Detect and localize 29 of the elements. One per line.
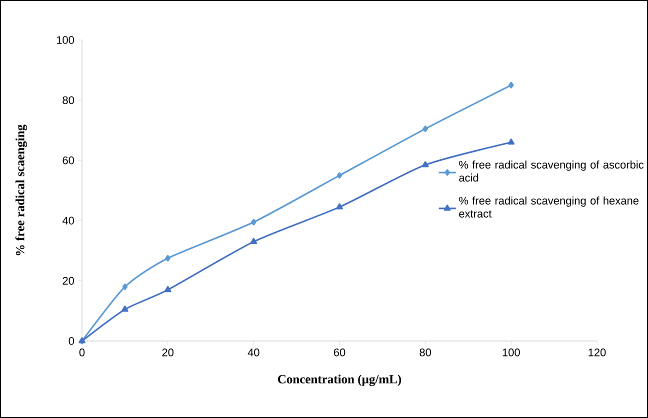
x-tick-label: 100 (502, 348, 520, 356)
x-tick-label: 60 (334, 348, 346, 356)
x-tick-label: 120 (588, 348, 606, 356)
point (250, 218, 256, 226)
y-tick-label: 60 (62, 156, 74, 164)
point (122, 284, 128, 290)
y-tick-label: 20 (62, 276, 74, 285)
point (422, 161, 429, 168)
legend-label: % free radical scavenging of hexane extract (459, 196, 639, 218)
point (508, 138, 515, 145)
legend-label: % free radical scavenging of ascorbic acid (459, 160, 644, 182)
point (122, 306, 128, 312)
x-tick-label: 40 (248, 348, 260, 356)
point (164, 286, 172, 292)
y-tick-label: 0 (68, 337, 74, 345)
y-tick-label: 80 (62, 96, 74, 104)
y-axis-title: % free radical scaenging (15, 124, 27, 256)
x-tick-label: 80 (420, 348, 432, 356)
y-tick-label: 40 (62, 216, 74, 224)
point (165, 254, 171, 262)
point (422, 125, 428, 132)
point (336, 203, 343, 210)
y-tick-label: 100 (56, 36, 74, 44)
x-tick-label: 0 (79, 348, 85, 356)
x-tick-label: 20 (162, 348, 174, 356)
point (336, 172, 342, 179)
x-axis-title: Concentration (µg/mL) (278, 374, 402, 386)
point (508, 82, 514, 88)
point (250, 238, 258, 244)
